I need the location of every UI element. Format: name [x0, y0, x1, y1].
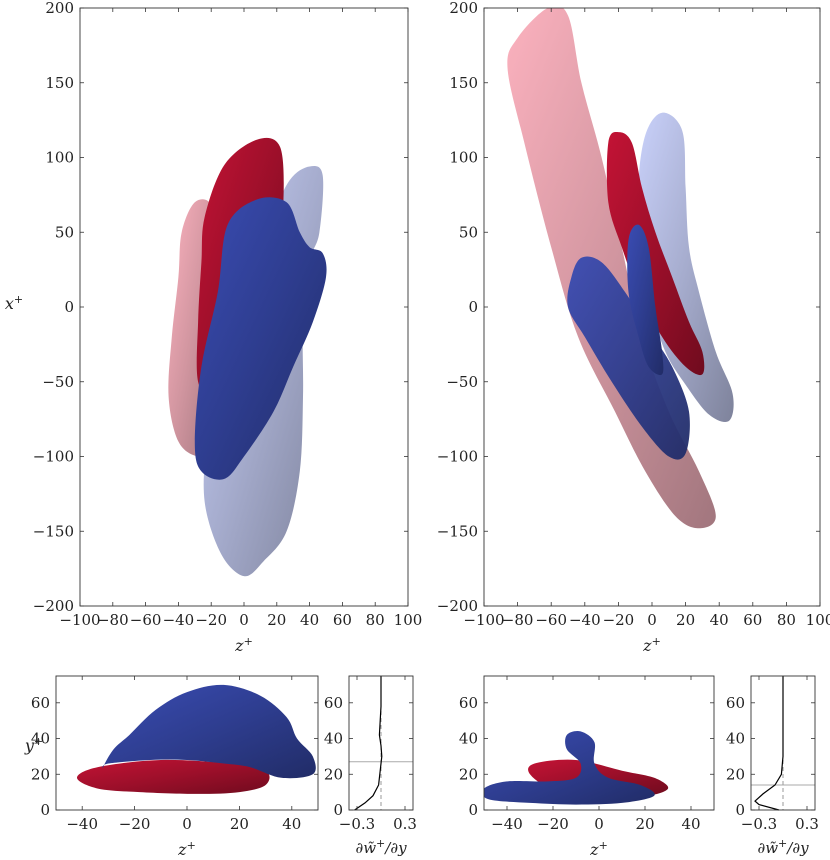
bottom-left-xtick-label-4: 40	[282, 815, 301, 833]
bottom-left-ytick-label-3: 60	[31, 694, 50, 712]
top-right-xlabel: z+	[642, 635, 661, 655]
top-left-ytick-label-7: 150	[45, 74, 74, 92]
top-left-xtick-label-4: −20	[195, 611, 227, 629]
top-right-isosurface-0	[507, 8, 716, 529]
top-left-xtick-label-5: 0	[239, 611, 249, 629]
bottom-left-xtick-label-0: −40	[66, 815, 98, 833]
top-right-isosurface-3	[567, 256, 690, 460]
bottom-right-isosurface-1	[484, 731, 655, 805]
top-right-xtick-label-10: 100	[806, 611, 830, 629]
bottom-left-profile-xtick-label-0: −0.3	[339, 815, 375, 833]
bottom-right-profile-ytick-label-1: 20	[726, 765, 745, 783]
top-left-xlabel: z+	[234, 635, 253, 655]
top-left-xtick-label-10: 100	[394, 611, 423, 629]
bottom-left-xtick-label-3: 20	[230, 815, 249, 833]
top-right-ytick-label-3: −50	[446, 373, 478, 391]
top-left-ytick-label-1: −150	[33, 522, 74, 540]
top-left-ytick-label-0: −200	[33, 597, 74, 615]
bottom-right-xlabel: z+	[589, 839, 608, 859]
top-right-xtick-label-6: 20	[676, 611, 695, 629]
top-right-ytick-label-4: 0	[468, 298, 478, 316]
bottom-right-xtick-label-4: 40	[681, 815, 700, 833]
top-right-xtick-label-2: −60	[535, 611, 567, 629]
bottom-left-ytick-label-2: 40	[31, 730, 50, 748]
bottom-left-ytick-label-1: 20	[31, 765, 50, 783]
top-left-ytick-label-3: −50	[42, 373, 74, 391]
top-left-xtick-label-9: 80	[366, 611, 385, 629]
top-right-isosurface-2	[606, 132, 705, 376]
top-right-ytick-label-6: 100	[449, 149, 478, 167]
top-left-xtick-label-2: −60	[130, 611, 162, 629]
bottom-left-isosurface-0	[77, 759, 270, 794]
bottom-left-profile-ytick-label-3: 60	[324, 694, 343, 712]
bottom-left-ytick-label-0: 0	[40, 801, 50, 819]
top-left-ytick-label-6: 100	[45, 149, 74, 167]
top-right-ytick-label-7: 150	[449, 74, 478, 92]
top-left-ytick-label-2: −100	[33, 448, 74, 466]
bottom-right-xtick-label-2: 0	[594, 815, 604, 833]
bottom-right-profile-xtick-label-1: 0.3	[795, 815, 819, 833]
bottom-right-ytick-label-0: 0	[468, 801, 478, 819]
top-left-xtick-label-8: 60	[333, 611, 352, 629]
top-left-xtick-label-6: 20	[267, 611, 286, 629]
bottom-left-profile-ytick-label-1: 20	[324, 765, 343, 783]
top-right-isosurface-1	[638, 112, 734, 422]
bottom-left-profile-ytick-label-2: 40	[324, 730, 343, 748]
top-right-xtick-label-4: −20	[603, 611, 635, 629]
top-right-ytick-label-8: 200	[449, 0, 478, 17]
bottom-left-xlabel: z+	[177, 839, 196, 859]
bottom-right-profile-axes-frame	[750, 675, 816, 811]
bottom-right-profile-xtick-label-0: −0.3	[741, 815, 777, 833]
top-left-ytick-label-8: 200	[45, 0, 74, 17]
bottom-right-profile-ytick-label-3: 60	[726, 694, 745, 712]
top-right-ytick-label-5: 50	[459, 223, 478, 241]
bottom-right-profile-ytick-label-2: 40	[726, 730, 745, 748]
bottom-right-ytick-label-2: 40	[459, 730, 478, 748]
bottom-left-profile-ytick-label-0: 0	[333, 801, 343, 819]
top-right-ytick-label-1: −150	[437, 522, 478, 540]
top-left-xtick-label-0: −100	[59, 611, 100, 629]
bottom-left-isosurface-1	[102, 684, 316, 779]
bottom-left-profile-xlabel: ∂w̃+/∂y	[355, 837, 407, 857]
bottom-right-profile-ytick-label-0: 0	[735, 801, 745, 819]
top-left-ytick-label-4: 0	[64, 298, 74, 316]
top-left-xtick-label-3: −40	[163, 611, 195, 629]
bottom-right-xtick-label-0: −40	[491, 815, 523, 833]
bottom-right-profile-xlabel: ∂w̃+/∂y	[757, 837, 809, 857]
bottom-right-ytick-label-3: 60	[459, 694, 478, 712]
bottom-left-profile-xtick-label-1: 0.3	[393, 815, 417, 833]
top-right-xtick-label-8: 60	[743, 611, 762, 629]
bottom-left-xtick-label-1: −20	[119, 815, 151, 833]
top-right-xtick-label-7: 40	[710, 611, 729, 629]
bottom-right-profile-series-line-0	[754, 676, 784, 811]
top-left-xtick-label-1: −80	[97, 611, 129, 629]
top-left-ytick-label-5: 50	[55, 223, 74, 241]
bottom-left-profile-series-line-0	[354, 676, 383, 811]
bottom-right-xtick-label-3: 20	[635, 815, 654, 833]
top-right-xtick-label-0: −100	[463, 611, 504, 629]
bottom-right-xtick-label-1: −20	[537, 815, 569, 833]
top-right-xtick-label-1: −80	[502, 611, 534, 629]
top-left-isosurface-3	[194, 197, 327, 480]
top-right-xtick-label-5: 0	[647, 611, 657, 629]
bottom-right-ytick-label-1: 20	[459, 765, 478, 783]
bottom-left-profile-axes-frame	[348, 675, 414, 811]
top-right-isosurface-4	[627, 224, 664, 376]
bottom-left-xtick-label-2: 0	[182, 815, 192, 833]
top-right-xtick-label-9: 80	[777, 611, 796, 629]
top-right-xtick-label-3: −40	[569, 611, 601, 629]
top-right-ytick-label-2: −100	[437, 448, 478, 466]
top-right-ytick-label-0: −200	[437, 597, 478, 615]
top-left-xtick-label-7: 40	[300, 611, 319, 629]
top-left-ylabel: x+	[5, 293, 23, 313]
bottom-left-ylabel: y+	[24, 735, 43, 755]
